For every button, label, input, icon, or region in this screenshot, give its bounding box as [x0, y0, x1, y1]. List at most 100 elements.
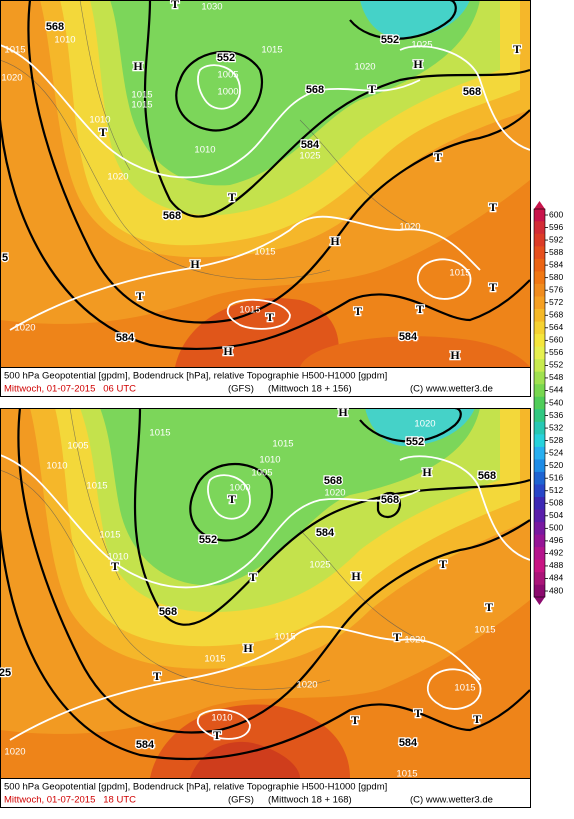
pressure-center: T [439, 557, 447, 571]
isobar-label: 1015 [272, 439, 293, 450]
pressure-center: H [338, 405, 348, 419]
pressure-center: T [513, 42, 521, 56]
geopotential-label: 568 [46, 21, 64, 33]
isobar-label: 1015 [454, 683, 475, 694]
isobar-label: 1005 [217, 70, 238, 81]
geopotential-label: 584 [136, 739, 155, 751]
colorbar-label: 480 [549, 585, 563, 595]
isobar-label: 1015 [254, 247, 275, 258]
isobar-label: 1005 [251, 468, 272, 479]
isobar-label: 1015 [449, 268, 470, 279]
pressure-center: T [416, 302, 424, 316]
pressure-center: T [171, 0, 179, 11]
isobar-label: 1015 [131, 90, 152, 101]
colorbar-band [534, 233, 545, 247]
caption-line: 500 hPa Geopotential [gpdm], Bodendruck … [4, 371, 387, 382]
isobar-label: 1010 [259, 455, 280, 466]
isobar-label: 1010 [107, 552, 128, 563]
colorbar-label: 496 [549, 535, 563, 545]
colorbar-label: 544 [549, 385, 563, 395]
colorbar-band [534, 534, 545, 548]
geopotential-label: 568 [381, 494, 399, 506]
isobar-label: 1015 [86, 481, 107, 492]
colorbar-label: 552 [549, 360, 563, 370]
colorbar-band [534, 584, 545, 598]
caption-line: 500 hPa Geopotential [gpdm], Bodendruck … [4, 782, 387, 793]
isobar-label: 1020 [399, 222, 420, 233]
colorbar-label: 560 [549, 335, 563, 345]
pressure-center: T [153, 669, 161, 683]
colorbar-band [534, 509, 545, 523]
isobar-label: 1030 [201, 2, 222, 13]
geopotential-label: 25 [0, 667, 11, 679]
pressure-center: T [136, 289, 144, 303]
isobar-label: 1015 [4, 45, 25, 56]
pressure-center: T [414, 706, 422, 720]
pressure-center: H [351, 569, 361, 583]
map-bottom [0, 408, 530, 778]
isobar-label: 1015 [239, 305, 260, 316]
geopotential-label: 568 [478, 470, 496, 482]
isobar-label: 1020 [4, 747, 25, 758]
colorbar-band [534, 283, 545, 297]
colorbar-label: 508 [549, 498, 563, 508]
geopotential-label: 552 [199, 534, 217, 546]
colorbar-band [534, 359, 545, 373]
caption-box [0, 778, 531, 808]
colorbar-label: 536 [549, 410, 563, 420]
geopotential-label: 568 [306, 84, 324, 96]
isobar-label: 1010 [211, 713, 232, 724]
pressure-center: H [413, 57, 423, 71]
caption-model: (GFS) [228, 795, 254, 806]
isobar-label: 1015 [149, 428, 170, 439]
isobar-label: 1015 [99, 530, 120, 541]
colorbar-band [534, 209, 545, 222]
colorbar-band [534, 484, 545, 498]
isobar-label: 1015 [204, 654, 225, 665]
colorbar-frame [533, 208, 546, 598]
pressure-center: H [190, 257, 200, 271]
isobar-label: 1020 [354, 62, 375, 73]
pressure-center: T [434, 150, 442, 164]
colorbar-band [534, 471, 545, 485]
colorbar-label: 524 [549, 447, 563, 457]
geopotential-label: 568 [163, 210, 181, 222]
pressure-center: H [422, 465, 432, 479]
geopotential-label: 552 [406, 436, 424, 448]
pressure-center: T [368, 82, 376, 96]
colorbar-label: 568 [549, 310, 563, 320]
colorbar-band [534, 346, 545, 360]
caption-run: (Mittwoch 18 + 156) [268, 384, 352, 395]
colorbar-band [534, 497, 545, 511]
pressure-center: T [351, 713, 359, 727]
colorbar-label: 576 [549, 284, 563, 294]
colorbar-tip [534, 597, 545, 605]
colorbar-label: 540 [549, 397, 563, 407]
colorbar-band [534, 421, 545, 435]
pressure-center: H [223, 344, 233, 358]
isobar-label: 1015 [474, 625, 495, 636]
isobar-label: 1020 [296, 680, 317, 691]
isobar-label: 1025 [309, 560, 330, 571]
pressure-center: T [213, 728, 221, 742]
colorbar-label: 564 [549, 322, 563, 332]
geopotential-label: 568 [324, 475, 342, 487]
isobar-label: 1015 [131, 100, 152, 111]
pressure-center: T [249, 570, 257, 584]
isobar-label: 1020 [107, 172, 128, 183]
caption-model: (GFS) [228, 384, 254, 395]
isobar-label: 1000 [217, 87, 238, 98]
colorbar-band [534, 409, 545, 423]
colorbar-label: 516 [549, 472, 563, 482]
caption-box [0, 367, 531, 397]
pressure-center: T [354, 304, 362, 318]
pressure-center: T [266, 310, 274, 324]
colorbar-label: 504 [549, 510, 563, 520]
colorbar-label: 532 [549, 422, 563, 432]
colorbar-label: 512 [549, 485, 563, 495]
colorbar-band [534, 271, 545, 285]
colorbar-label: 548 [549, 372, 563, 382]
map-top [0, 0, 530, 367]
colorbar-band [534, 246, 545, 260]
